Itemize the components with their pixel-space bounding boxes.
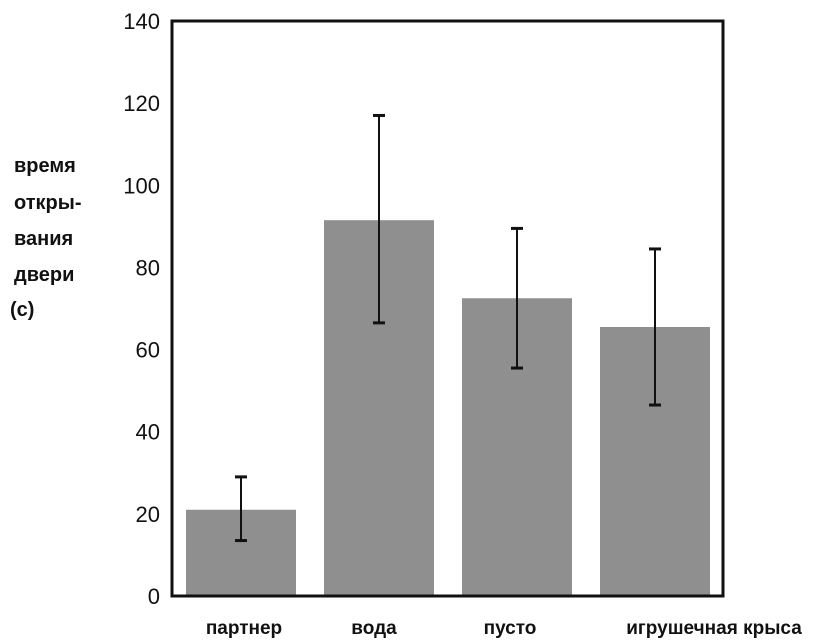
category-label: партнер — [206, 618, 282, 639]
y-tick-label: 80 — [136, 255, 160, 280]
y-tick-label: 140 — [123, 9, 160, 34]
category-label: пусто — [484, 618, 537, 639]
y-tick-label: 60 — [136, 338, 160, 363]
category-labels: партнер вода пусто игрушечная крыса — [206, 618, 802, 639]
category-label: вода — [351, 618, 397, 639]
y-axis-ticks: 0 20 40 60 80 100 120 140 — [123, 9, 160, 609]
error-bars — [235, 113, 661, 543]
y-axis-label: время откры-вания двери (с) — [10, 155, 81, 321]
category-label: игрушечная крыса — [626, 618, 802, 639]
y-axis-label-line: откры- — [14, 192, 81, 214]
bars — [186, 220, 710, 597]
plot-frame — [170, 19, 725, 598]
y-tick-label: 120 — [123, 91, 160, 116]
y-tick-label: 20 — [136, 502, 160, 527]
y-tick-label: 100 — [123, 173, 160, 198]
y-tick-label: 0 — [148, 584, 160, 609]
y-axis-label-line: вания — [14, 228, 73, 250]
y-axis-label-line: двери — [14, 264, 74, 286]
y-axis-label-line: (с) — [10, 299, 34, 321]
y-tick-label: 40 — [136, 420, 160, 445]
y-axis-label-line: время — [14, 155, 76, 177]
